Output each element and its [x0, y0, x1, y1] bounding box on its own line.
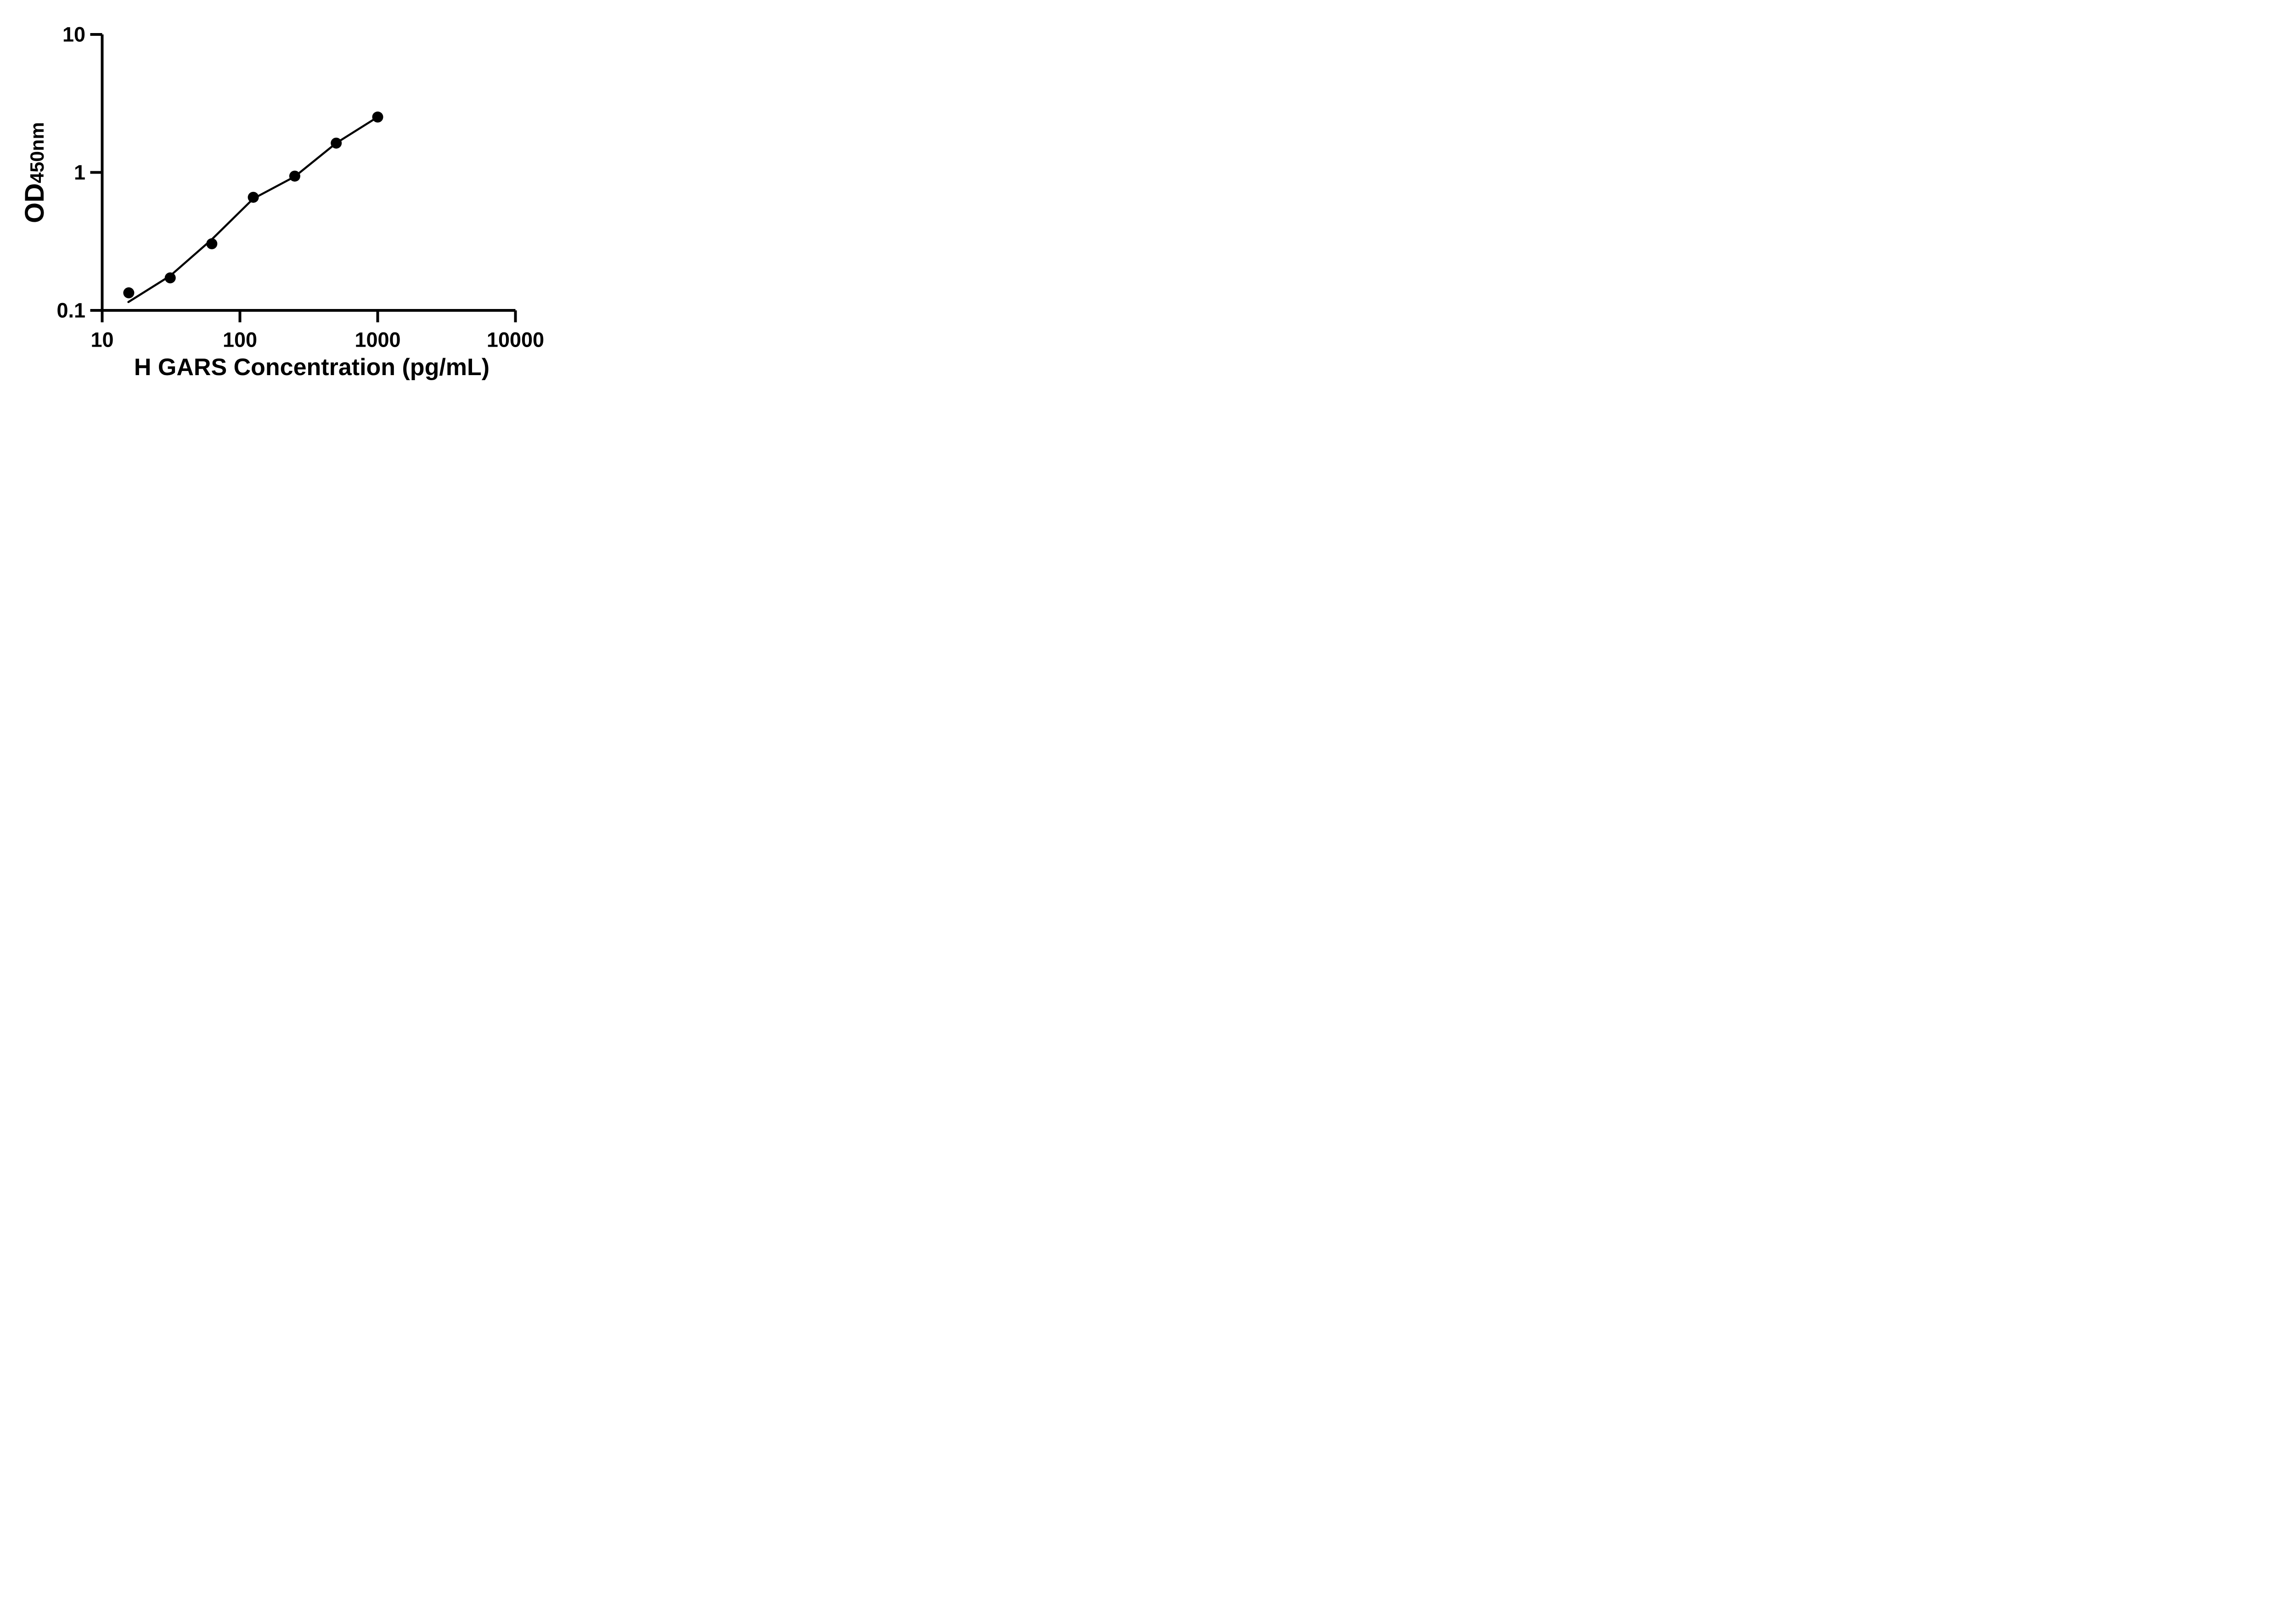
data-point-marker — [289, 170, 300, 182]
data-point-marker — [206, 238, 218, 249]
data-point-marker — [372, 111, 383, 123]
x-axis-ticks: 10 100 1000 10000 — [90, 310, 544, 352]
y-axis-ticks: 10 1 0.1 — [56, 23, 102, 322]
elisa-standard-curve-figure: 10 1 0.1 10 100 1000 10000 H GARS Concentrati… — [0, 0, 579, 404]
x-tick-label: 1000 — [355, 328, 400, 352]
axis-spines — [101, 34, 516, 312]
data-point-marker — [331, 137, 342, 149]
y-tick-label: 0.1 — [56, 299, 85, 322]
standard-curve-chart: 10 1 0.1 10 100 1000 10000 H GARS Concentrati… — [20, 23, 544, 381]
data-point-marker — [164, 272, 176, 284]
y-axis-title: OD450nm — [20, 122, 50, 223]
data-points — [123, 111, 383, 298]
x-axis-title: H GARS Concentration (pg/mL) — [134, 354, 490, 381]
y-tick-label: 1 — [74, 161, 85, 184]
data-point-marker — [248, 191, 259, 203]
x-tick-label: 100 — [223, 328, 257, 352]
y-tick-label: 10 — [62, 23, 85, 46]
x-tick-label: 10 — [90, 328, 113, 352]
data-point-marker — [123, 287, 135, 298]
y-axis-title-sub: 450nm — [26, 122, 48, 183]
x-tick-label: 10000 — [487, 328, 544, 352]
y-axis-title-main: OD — [20, 183, 50, 223]
